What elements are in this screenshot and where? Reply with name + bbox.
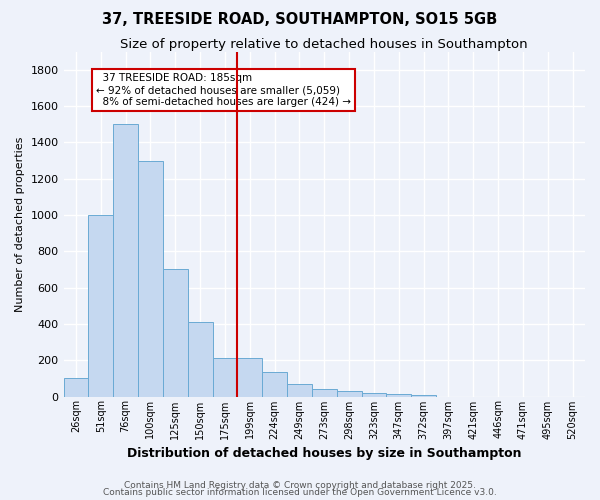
Bar xyxy=(113,124,138,396)
Bar xyxy=(262,372,287,396)
Bar xyxy=(212,358,238,397)
Bar xyxy=(337,391,362,396)
Bar xyxy=(138,160,163,396)
Text: Contains public sector information licensed under the Open Government Licence v3: Contains public sector information licen… xyxy=(103,488,497,497)
Bar xyxy=(238,358,262,397)
Bar xyxy=(188,322,212,396)
Bar xyxy=(287,384,312,396)
Text: 37, TREESIDE ROAD, SOUTHAMPTON, SO15 5GB: 37, TREESIDE ROAD, SOUTHAMPTON, SO15 5GB xyxy=(103,12,497,28)
Bar xyxy=(411,394,436,396)
Y-axis label: Number of detached properties: Number of detached properties xyxy=(15,136,25,312)
Text: Contains HM Land Registry data © Crown copyright and database right 2025.: Contains HM Land Registry data © Crown c… xyxy=(124,480,476,490)
Bar xyxy=(64,378,88,396)
Bar xyxy=(362,393,386,396)
Title: Size of property relative to detached houses in Southampton: Size of property relative to detached ho… xyxy=(121,38,528,51)
Bar xyxy=(312,390,337,396)
Bar xyxy=(88,215,113,396)
Bar xyxy=(163,270,188,396)
X-axis label: Distribution of detached houses by size in Southampton: Distribution of detached houses by size … xyxy=(127,447,521,460)
Text: 37 TREESIDE ROAD: 185sqm  
← 92% of detached houses are smaller (5,059)
  8% of : 37 TREESIDE ROAD: 185sqm ← 92% of detach… xyxy=(96,74,351,106)
Bar xyxy=(386,394,411,396)
